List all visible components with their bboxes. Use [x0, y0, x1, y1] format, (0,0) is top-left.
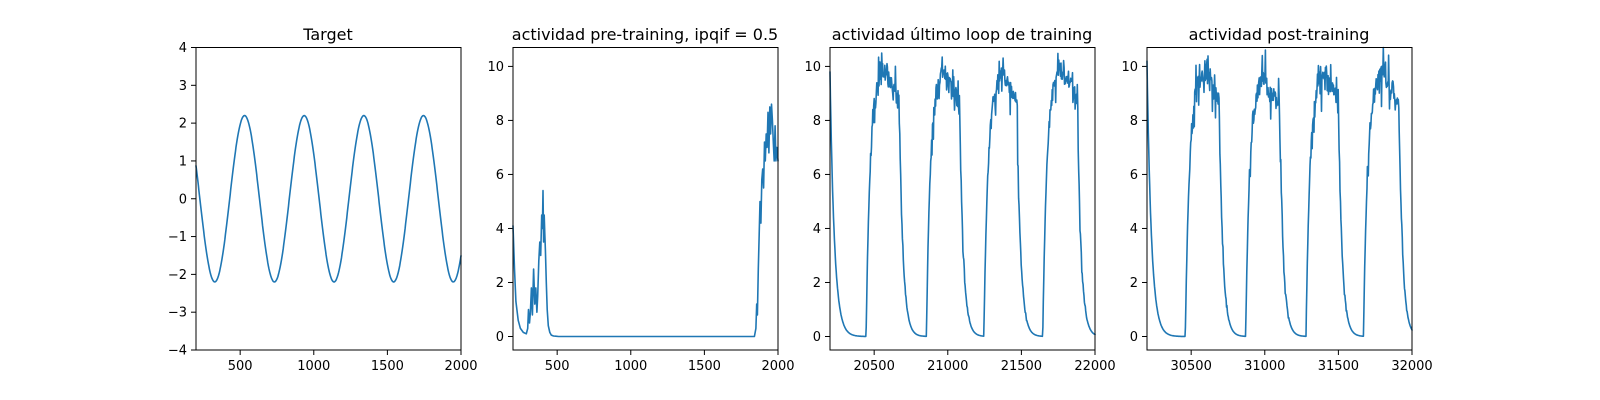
x-tick-label: 31500 [1318, 359, 1359, 374]
y-tick-label: 2 [813, 276, 821, 291]
plot-frame [195, 47, 462, 351]
panel-pre-training: actividad pre-training, ipqif = 0.5 500 1… [487, 25, 794, 374]
x-tick-label: 500 [228, 359, 253, 374]
y-tick-label: 10 [1121, 60, 1138, 75]
panel-title: actividad post-training [1189, 25, 1370, 44]
y-tick-label: 3 [179, 79, 187, 94]
x-tick-label: 2000 [444, 359, 477, 374]
y-tick-label: 1 [179, 154, 187, 169]
series-line [1146, 46, 1413, 338]
series-line [512, 103, 779, 338]
x-tick-label: 21500 [1001, 359, 1042, 374]
y-tick-label: −3 [168, 306, 187, 321]
panel-target: Target 500 1000 1500 2000 −4 −3 −2 −1 0 1 2 3 4 [168, 25, 478, 374]
y-tick-label: 6 [496, 168, 504, 183]
y-tick-label: 8 [1130, 114, 1138, 129]
plot-frame [1146, 47, 1413, 351]
y-tick-label: 6 [813, 168, 821, 183]
x-tick-label: 500 [545, 359, 570, 374]
x-tick-label: 31000 [1244, 359, 1285, 374]
series-line [195, 114, 462, 283]
y-tick-label: −4 [168, 344, 187, 359]
x-tick-label: 1500 [371, 359, 404, 374]
y-tick-label: 6 [1130, 168, 1138, 183]
panel-last-training-loop: actividad último loop de training 20500 2… [804, 25, 1115, 374]
plot-frame [512, 47, 779, 351]
y-tick-label: 2 [496, 276, 504, 291]
y-tick-label: 4 [496, 222, 504, 237]
y-tick-label: 0 [1130, 330, 1138, 345]
y-tick-label: 0 [179, 192, 187, 207]
y-tick-label: 10 [804, 60, 821, 75]
y-tick-label: −1 [168, 230, 187, 245]
y-tick-label: 0 [496, 330, 504, 345]
y-tick-label: 8 [813, 114, 821, 129]
y-tick-label: 2 [1130, 276, 1138, 291]
axis-ticks: 30500 31000 31500 32000 0 2 4 6 8 10 [1121, 60, 1432, 374]
panel-title: actividad último loop de training [832, 25, 1093, 44]
x-tick-label: 2000 [761, 359, 794, 374]
y-tick-label: 4 [179, 41, 187, 56]
x-tick-label: 32000 [1391, 359, 1432, 374]
x-tick-label: 30500 [1170, 359, 1211, 374]
series-line [829, 52, 1096, 338]
y-tick-label: 4 [813, 222, 821, 237]
panel-post-training: actividad post-training 30500 31000 31500 3… [1121, 25, 1432, 374]
y-tick-label: 4 [1130, 222, 1138, 237]
x-tick-label: 1500 [688, 359, 721, 374]
axis-ticks: 500 1000 1500 2000 −4 −3 −2 −1 0 1 2 3 4 [168, 41, 478, 374]
x-tick-label: 20500 [853, 359, 894, 374]
x-tick-label: 1000 [297, 359, 330, 374]
x-tick-label: 21000 [927, 359, 968, 374]
panel-title: actividad pre-training, ipqif = 0.5 [512, 25, 778, 44]
y-tick-label: 8 [496, 114, 504, 129]
axis-ticks: 500 1000 1500 2000 0 2 4 6 8 10 [487, 60, 794, 374]
y-tick-label: −2 [168, 268, 187, 283]
plot-frame [829, 47, 1096, 351]
x-tick-label: 1000 [614, 359, 647, 374]
axis-ticks: 20500 21000 21500 22000 0 2 4 6 8 10 [804, 60, 1115, 374]
y-tick-label: 2 [179, 117, 187, 132]
y-tick-label: 0 [813, 330, 821, 345]
panel-title: Target [302, 25, 353, 44]
x-tick-label: 22000 [1074, 359, 1115, 374]
y-tick-label: 10 [487, 60, 504, 75]
